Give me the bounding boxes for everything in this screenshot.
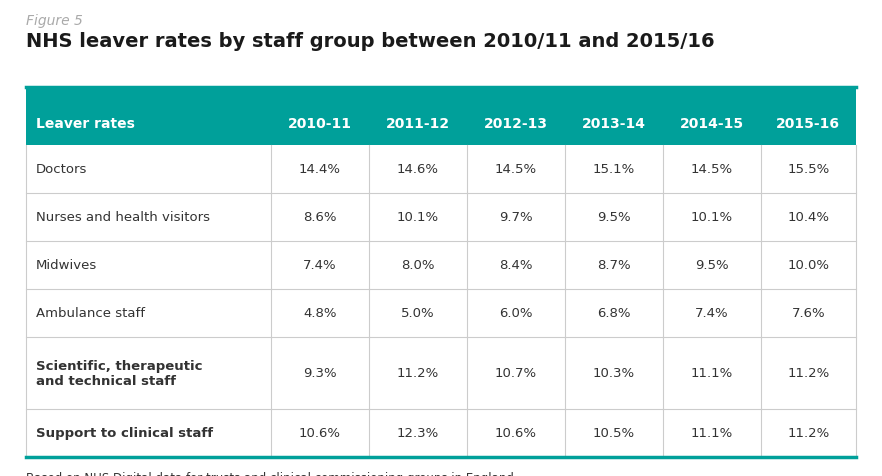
Text: 6.0%: 6.0% (499, 307, 533, 320)
Text: 4.8%: 4.8% (303, 307, 337, 320)
Text: 8.4%: 8.4% (499, 259, 533, 272)
Text: 15.1%: 15.1% (593, 163, 635, 176)
Bar (26, 241, 856, 289)
Text: 10.7%: 10.7% (495, 367, 537, 380)
Text: 9.5%: 9.5% (695, 259, 729, 272)
Text: 11.1%: 11.1% (691, 367, 733, 380)
Text: 14.5%: 14.5% (691, 163, 733, 176)
Text: 2010-11: 2010-11 (288, 117, 352, 131)
Text: Ambulance staff: Ambulance staff (36, 307, 145, 320)
Text: Support to clinical staff: Support to clinical staff (36, 426, 213, 439)
Text: 8.7%: 8.7% (597, 259, 631, 272)
Text: 9.5%: 9.5% (597, 211, 631, 224)
Text: 10.5%: 10.5% (593, 426, 635, 439)
Bar (26, 146, 856, 194)
Text: Midwives: Midwives (36, 259, 97, 272)
Text: Based on NHS Digital data for trusts and clinical commissioning groups in Englan: Based on NHS Digital data for trusts and… (26, 471, 518, 476)
Text: 15.5%: 15.5% (787, 163, 829, 176)
Text: 5.0%: 5.0% (401, 307, 435, 320)
Text: 9.7%: 9.7% (499, 211, 533, 224)
Text: 11.2%: 11.2% (397, 367, 439, 380)
Text: 10.6%: 10.6% (299, 426, 340, 439)
Text: 6.8%: 6.8% (597, 307, 631, 320)
Text: 14.5%: 14.5% (495, 163, 537, 176)
Text: 10.1%: 10.1% (691, 211, 733, 224)
Text: Nurses and health visitors: Nurses and health visitors (36, 211, 210, 224)
Bar (26, 102, 856, 146)
Text: 10.3%: 10.3% (593, 367, 635, 380)
Text: 11.1%: 11.1% (691, 426, 733, 439)
Text: Doctors: Doctors (36, 163, 87, 176)
Bar (26, 289, 856, 337)
Text: 8.0%: 8.0% (401, 259, 435, 272)
Text: Leaver rates: Leaver rates (36, 117, 135, 131)
Text: 2015-16: 2015-16 (776, 117, 841, 131)
Text: 2014-15: 2014-15 (679, 117, 744, 131)
Text: Scientific, therapeutic
and technical staff: Scientific, therapeutic and technical st… (36, 359, 203, 387)
Text: 2011-12: 2011-12 (385, 117, 450, 131)
Text: 10.1%: 10.1% (397, 211, 439, 224)
Text: 14.6%: 14.6% (397, 163, 438, 176)
Text: 11.2%: 11.2% (787, 367, 829, 380)
Bar (26, 337, 856, 409)
Text: 9.3%: 9.3% (303, 367, 337, 380)
Text: 2013-14: 2013-14 (581, 117, 646, 131)
Text: 10.0%: 10.0% (788, 259, 829, 272)
Text: 12.3%: 12.3% (397, 426, 439, 439)
Text: 7.4%: 7.4% (303, 259, 337, 272)
Bar (26, 194, 856, 241)
Text: 7.6%: 7.6% (791, 307, 825, 320)
Text: 10.6%: 10.6% (495, 426, 537, 439)
Text: 8.6%: 8.6% (303, 211, 337, 224)
Text: Figure 5: Figure 5 (26, 14, 83, 28)
Bar (26, 88, 856, 102)
Text: 2012-13: 2012-13 (483, 117, 548, 131)
Text: 14.4%: 14.4% (299, 163, 340, 176)
Text: NHS leaver rates by staff group between 2010/11 and 2015/16: NHS leaver rates by staff group between … (26, 32, 714, 51)
Bar (26, 409, 856, 457)
Text: 7.4%: 7.4% (695, 307, 729, 320)
Text: 10.4%: 10.4% (788, 211, 829, 224)
Text: 11.2%: 11.2% (787, 426, 829, 439)
